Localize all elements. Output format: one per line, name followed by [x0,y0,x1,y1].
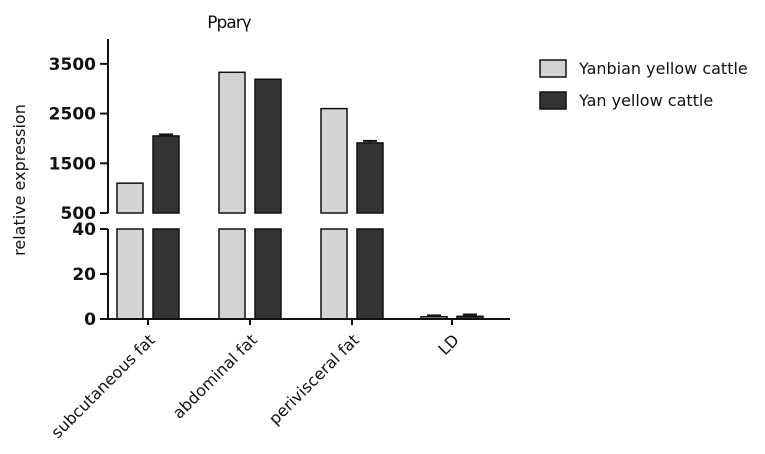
axes-group [100,39,510,325]
y-tick-label: 2500 [49,105,96,125]
x-tick-label: perivisceral fat [265,330,363,428]
y-axis-title: relative expression [10,104,29,256]
y-tick-label: 40 [72,220,96,240]
legend-label: Yan yellow cattle [578,91,713,110]
category-labels-group: subcutaneous fat abdominal fat periviscera… [47,330,463,442]
bar-yanbian-upper-1 [218,71,246,214]
y-tick-label: 1500 [49,154,96,174]
tick-labels-group: 500 1500 2500 3500 0 20 40 [49,55,96,330]
legend-label: Yanbian yellow cattle [578,59,748,78]
bar-yanbian-lower-2 [320,228,348,320]
chart-title: Pparγ [207,13,251,33]
y-tick-label: 20 [72,265,96,285]
bar-yanbian-lower-1 [218,228,246,320]
legend-swatch [539,59,567,78]
y-tick-label: 3500 [49,55,96,75]
bar-yanbian-upper-0 [116,182,144,214]
x-tick-label: abdominal fat [169,330,261,422]
x-tick-label: LD [434,330,462,358]
y-tick-label: 500 [61,204,97,224]
bars-group [116,71,484,320]
bar-yanbian-upper-2 [320,107,348,214]
bar-yan-lower-1 [254,228,282,320]
y-tick-label: 0 [84,310,96,330]
bar-yanbian-lower-0 [116,228,144,320]
bar-yan-upper-1 [254,78,282,214]
bar-yan-lower-2 [356,228,384,320]
bar-yan-upper-0 [152,135,180,214]
bar-yan-upper-2 [356,142,384,214]
bar-yan-lower-0 [152,228,180,320]
legend-swatch [539,91,567,110]
legend: Yanbian yellow cattle Yan yellow cattle [539,59,748,110]
x-tick-label: subcutaneous fat [47,330,159,442]
